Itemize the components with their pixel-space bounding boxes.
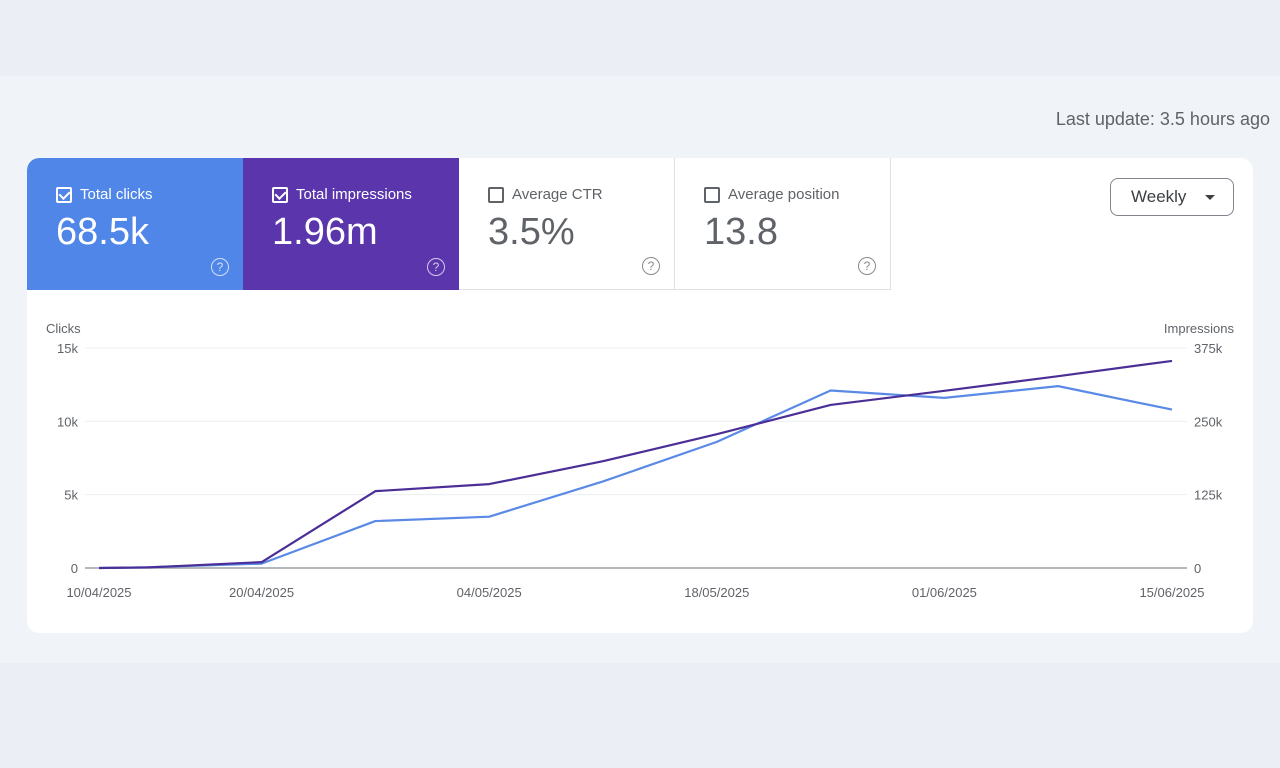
metric-total-clicks[interactable]: Total clicks 68.5k ? [27, 158, 243, 290]
checkbox-icon[interactable] [488, 186, 504, 203]
help-icon[interactable]: ? [211, 258, 229, 276]
period-select-value: Weekly [1131, 187, 1187, 206]
x-tick-label: 01/06/2025 [912, 585, 977, 600]
x-tick-label: 10/04/2025 [66, 585, 131, 600]
y-right-tick-label: 0 [1194, 561, 1201, 576]
y-left-axis-title: Clicks [46, 321, 81, 336]
period-select[interactable]: Weekly [1110, 178, 1234, 216]
x-tick-label: 04/05/2025 [457, 585, 522, 600]
help-icon[interactable]: ? [642, 257, 660, 275]
y-left-tick-label: 15k [57, 341, 78, 356]
y-right-tick-label: 375k [1194, 341, 1223, 356]
metric-value: 3.5% [488, 211, 575, 253]
y-right-tick-label: 125k [1194, 488, 1223, 503]
y-left-tick-label: 5k [64, 488, 78, 503]
metric-value: 1.96m [272, 211, 378, 253]
checkbox-icon[interactable] [56, 186, 72, 203]
caret-down-icon [1205, 195, 1215, 200]
performance-card: Total clicks 68.5k ? Total impressions 1… [27, 158, 1253, 633]
metric-value: 13.8 [704, 211, 778, 253]
x-tick-label: 18/05/2025 [684, 585, 749, 600]
metric-label: Total impressions [296, 186, 412, 203]
y-left-tick-label: 10k [57, 414, 78, 429]
performance-chart: 0 0 5k 125k 10k 250k 15k 375k Clicks Impressions 1… [46, 321, 1235, 600]
metric-total-impressions[interactable]: Total impressions 1.96m ? [243, 158, 459, 290]
y-right-axis-title: Impressions [1164, 321, 1235, 336]
y-left-tick-label: 0 [71, 561, 78, 576]
help-icon[interactable]: ? [858, 257, 876, 275]
metric-average-position[interactable]: Average position 13.8 ? [675, 158, 891, 290]
clicks-series-line [98, 385, 1173, 570]
metric-value: 68.5k [56, 211, 149, 253]
help-icon[interactable]: ? [427, 258, 445, 276]
checkbox-icon[interactable] [704, 186, 720, 203]
x-tick-label: 15/06/2025 [1139, 585, 1204, 600]
checkbox-icon[interactable] [272, 186, 288, 203]
last-update-text: Last update: 3.5 hours ago [1055, 109, 1270, 129]
metric-label: Average position [728, 186, 840, 203]
metric-label: Average CTR [512, 186, 603, 203]
metric-label: Total clicks [80, 186, 153, 203]
y-right-tick-label: 250k [1194, 414, 1223, 429]
x-tick-label: 20/04/2025 [229, 585, 294, 600]
metric-average-ctr[interactable]: Average CTR 3.5% ? [459, 158, 675, 290]
